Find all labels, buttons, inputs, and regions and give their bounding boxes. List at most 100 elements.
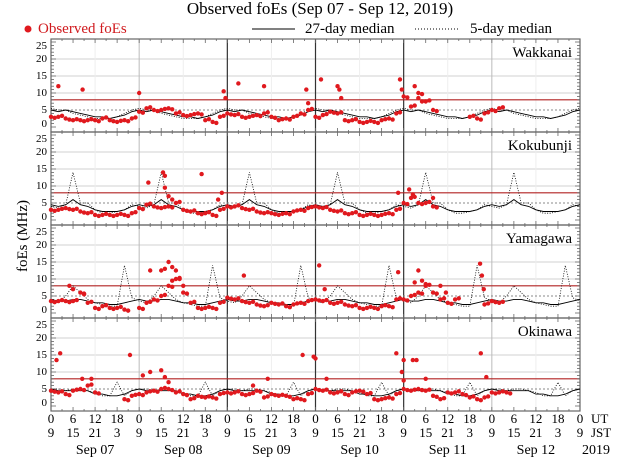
observed-point <box>210 119 215 125</box>
observed-point <box>485 110 491 115</box>
station-label: Wakkanai <box>512 45 572 61</box>
observed-point <box>467 395 472 400</box>
observed-point <box>140 110 146 115</box>
y-tick-label: 5 <box>42 290 48 302</box>
observed-point <box>493 108 498 114</box>
observed-point <box>177 276 182 282</box>
observed-point <box>103 211 109 217</box>
observed-point <box>399 87 405 92</box>
jst-tick-label: 9 <box>400 425 407 440</box>
observed-point <box>394 297 399 302</box>
observed-point <box>247 114 252 120</box>
observed-point <box>67 299 72 305</box>
observed-point <box>416 95 421 101</box>
observed-point <box>430 204 436 209</box>
observed-point <box>59 389 65 394</box>
observed-point <box>324 376 329 381</box>
observed-point <box>320 298 326 304</box>
jst-tick-label: 15 <box>507 425 520 440</box>
observed-point <box>410 192 416 197</box>
observed-point <box>316 387 322 393</box>
observed-point <box>195 211 201 216</box>
observed-point <box>236 203 241 208</box>
observed-point <box>386 395 392 400</box>
observed-point <box>489 390 495 395</box>
observed-point <box>434 205 439 210</box>
observed-point <box>228 112 234 117</box>
observed-point <box>482 111 487 116</box>
observed-point <box>427 282 432 287</box>
observed-point <box>419 278 425 283</box>
observed-point <box>401 386 406 392</box>
observed-point <box>181 112 186 118</box>
observed-point <box>67 117 72 122</box>
observed-point <box>221 113 226 118</box>
observed-point <box>500 299 506 304</box>
observed-point <box>210 305 215 311</box>
observed-point <box>280 211 285 217</box>
observed-point <box>144 300 149 305</box>
observed-point <box>56 298 61 304</box>
observed-point <box>485 301 491 306</box>
observed-point <box>423 281 428 287</box>
observed-point <box>107 305 112 311</box>
ut-tick-label: 6 <box>246 411 253 426</box>
observed-point <box>346 392 351 398</box>
ut-tick-label: 12 <box>353 411 366 426</box>
observed-point <box>173 200 179 206</box>
observed-point <box>438 283 443 288</box>
observed-point <box>484 374 489 380</box>
observed-point <box>199 171 204 177</box>
observed-point <box>258 389 263 394</box>
observed-point <box>331 208 337 214</box>
observed-point <box>350 118 355 123</box>
ut-tick-label: 18 <box>551 411 564 426</box>
observed-point <box>195 393 201 398</box>
observed-point <box>85 383 90 388</box>
jst-tick-label: 3 <box>114 425 121 440</box>
jst-unit-label: JST <box>591 425 611 440</box>
y-tick-label: 25 <box>36 319 48 331</box>
observed-point <box>221 299 226 304</box>
observed-point <box>181 283 186 288</box>
observed-point <box>280 301 285 306</box>
jst-tick-label: 21 <box>441 425 454 440</box>
observed-point <box>272 301 278 307</box>
y-tick-label: 10 <box>36 180 48 192</box>
observed-point <box>155 205 160 210</box>
observed-point <box>151 107 157 113</box>
observed-point <box>399 369 405 375</box>
observed-point <box>383 211 388 217</box>
observed-point <box>434 394 439 400</box>
observed-point <box>111 213 116 219</box>
observed-point <box>111 306 116 312</box>
observed-point <box>85 211 90 216</box>
observed-point <box>199 212 204 217</box>
observed-point <box>181 290 186 295</box>
day-label: Sep 08 <box>164 443 203 457</box>
observed-point <box>177 389 182 394</box>
observed-point <box>48 298 54 304</box>
ut-tick-label: 18 <box>199 411 212 426</box>
legend-observed-dot <box>24 25 32 33</box>
observed-point <box>81 387 87 393</box>
observed-point <box>146 180 151 185</box>
observed-point <box>166 259 171 265</box>
observed-point <box>250 299 256 304</box>
observed-point <box>397 110 403 115</box>
y-tick-label: 5 <box>42 197 48 209</box>
observed-point <box>408 195 414 201</box>
observed-point <box>136 391 142 397</box>
observed-point <box>166 380 171 385</box>
observed-point <box>269 211 274 216</box>
observed-point <box>254 388 259 393</box>
observed-point <box>434 108 439 114</box>
observed-point <box>188 209 193 214</box>
observed-point <box>67 392 72 398</box>
observed-point <box>215 197 221 202</box>
observed-point <box>331 301 337 307</box>
observed-point <box>173 390 179 395</box>
observed-point <box>335 300 340 305</box>
